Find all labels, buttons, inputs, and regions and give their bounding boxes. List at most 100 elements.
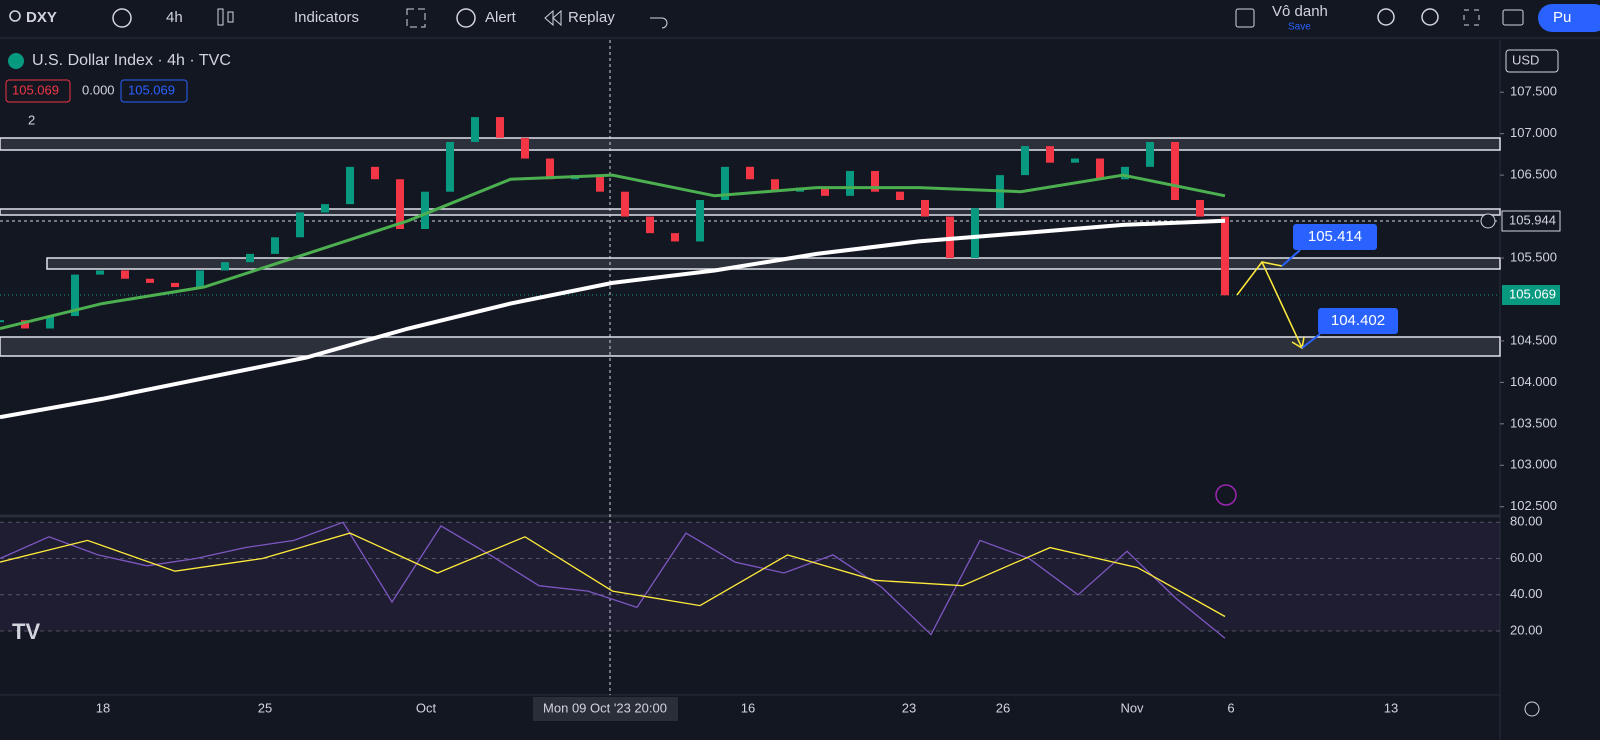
event-icon[interactable] <box>1215 484 1237 506</box>
annotation: 104.402 <box>1331 312 1385 329</box>
annotation: 105.414 <box>1308 228 1362 245</box>
candle <box>1021 146 1029 176</box>
y-tick-label: 105.500 <box>1510 249 1557 264</box>
candle <box>346 166 354 205</box>
zone <box>0 336 1501 357</box>
zone <box>46 257 1501 270</box>
candle <box>671 233 679 242</box>
compare-button[interactable] <box>112 8 132 28</box>
candle <box>821 187 829 196</box>
candle <box>396 179 404 230</box>
candle <box>846 170 854 196</box>
alert-icon[interactable] <box>456 8 476 28</box>
candle <box>871 170 879 192</box>
y-tick-label: 104.500 <box>1510 332 1557 347</box>
toolbar: DXY 4h Indicators Alert Replay Vô danh S… <box>9 3 1600 33</box>
candle <box>296 212 304 238</box>
candle <box>1171 141 1179 200</box>
chart-type-icon-2 <box>227 11 234 23</box>
candle <box>771 179 779 192</box>
y-tick-label: 103.000 <box>1510 457 1557 472</box>
candle <box>1071 158 1079 163</box>
candle <box>646 216 654 234</box>
candle <box>96 270 104 275</box>
x-tick-label: Nov <box>1120 700 1144 715</box>
last-price-tag <box>1502 285 1560 305</box>
y-tick-label: 40.00 <box>1510 586 1543 601</box>
replay-button[interactable]: Replay <box>568 9 615 26</box>
chart-type-icon[interactable] <box>217 8 224 26</box>
candle <box>421 191 429 230</box>
snapshot[interactable] <box>1502 9 1524 26</box>
save-label[interactable]: Save <box>1288 22 1311 33</box>
candle <box>1196 199 1204 217</box>
currency-box[interactable] <box>1505 49 1559 73</box>
legend-value: 0.000 <box>82 82 115 97</box>
y-tick-label: 107.500 <box>1510 84 1557 99</box>
candle <box>196 270 204 288</box>
tv-logo: TV <box>12 619 40 644</box>
candle <box>446 141 454 192</box>
alert-button[interactable]: Alert <box>485 9 517 26</box>
candle <box>21 320 29 329</box>
candle <box>596 175 604 192</box>
settings[interactable] <box>1421 8 1439 26</box>
add-button[interactable] <box>1480 213 1496 229</box>
fullscreen[interactable] <box>1463 9 1480 26</box>
layout-name[interactable]: Vô danh <box>1272 3 1328 20</box>
undo-icon[interactable] <box>650 17 668 29</box>
candle <box>746 166 754 180</box>
line-series <box>0 173 1226 330</box>
x-tick-label: 23 <box>902 700 916 715</box>
candle <box>496 117 504 138</box>
publish-label[interactable]: Pu <box>1553 9 1571 26</box>
candle <box>971 208 979 259</box>
quick-search[interactable] <box>1377 8 1395 26</box>
symbol-logo <box>8 53 24 69</box>
candle <box>621 191 629 217</box>
checkbox[interactable] <box>1235 8 1255 28</box>
x-tick-label: 16 <box>741 700 755 715</box>
candle <box>146 278 154 283</box>
x-tick-label: 25 <box>258 700 272 715</box>
y-tick-label: 107.000 <box>1510 125 1557 140</box>
candle <box>121 270 129 279</box>
legend-value: 105.069 <box>12 82 59 97</box>
y-tick-label: 80.00 <box>1510 514 1543 529</box>
crosshair-time: Mon 09 Oct '23 20:00 <box>543 700 667 715</box>
candle <box>1146 141 1154 167</box>
candle <box>896 191 904 200</box>
axis-settings[interactable] <box>1524 701 1540 717</box>
y-tick-label: 103.500 <box>1510 415 1557 430</box>
candle <box>471 117 479 142</box>
interval[interactable]: 4h <box>166 9 183 26</box>
candle <box>0 320 4 323</box>
layout-icon[interactable] <box>406 8 426 28</box>
indicators-button[interactable]: Indicators <box>294 9 359 26</box>
line-series <box>0 532 1226 618</box>
candle <box>1221 216 1229 296</box>
x-tick-label: Oct <box>416 700 437 715</box>
publish-button[interactable] <box>1538 4 1600 32</box>
y-tick-label: 60.00 <box>1510 550 1543 565</box>
candle <box>721 166 729 200</box>
legend-collapse[interactable]: 2 <box>28 112 35 127</box>
replay-icon[interactable] <box>544 9 562 27</box>
projection-arrow-2 <box>1261 261 1303 349</box>
annotation-box <box>1318 308 1398 334</box>
candle <box>1121 166 1129 180</box>
currency[interactable]: USD <box>1512 52 1539 67</box>
candle <box>546 158 554 180</box>
candle <box>46 316 54 329</box>
candle <box>521 137 529 159</box>
candle <box>71 274 79 317</box>
search-icon[interactable] <box>9 10 21 22</box>
y-tick-label: 106.500 <box>1510 167 1557 182</box>
symbol[interactable]: DXY <box>26 9 57 26</box>
line-series <box>0 218 1226 420</box>
zone <box>0 137 1501 151</box>
candle <box>221 262 229 271</box>
line-series <box>0 521 1226 639</box>
candle <box>271 237 279 254</box>
